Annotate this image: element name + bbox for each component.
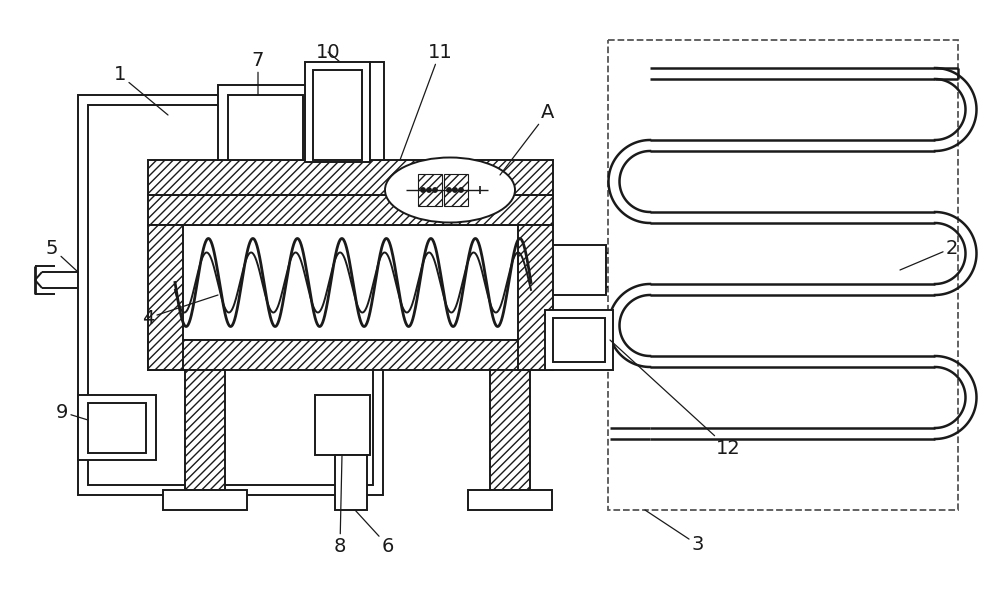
Text: 12: 12 (610, 340, 740, 457)
Bar (185, 370, 225, 490)
Text: 8: 8 (334, 455, 346, 556)
Text: A: A (500, 103, 555, 175)
Text: 6: 6 (355, 510, 394, 556)
Bar (468, 490, 552, 510)
Bar (444, 174, 468, 206)
Text: 4: 4 (142, 295, 218, 327)
Circle shape (427, 188, 431, 192)
Bar (88, 105, 373, 485)
Bar (315, 395, 370, 455)
Bar (490, 370, 530, 490)
Bar (78, 95, 383, 495)
Bar (608, 40, 958, 510)
Ellipse shape (385, 158, 515, 222)
Bar (148, 160, 553, 195)
Bar (218, 85, 313, 160)
Text: 2: 2 (900, 238, 958, 270)
Bar (88, 403, 146, 453)
Text: 1: 1 (114, 65, 168, 115)
Text: 5: 5 (46, 238, 78, 272)
Bar (551, 245, 606, 295)
Bar (305, 62, 370, 162)
Circle shape (421, 188, 425, 192)
Bar (78, 395, 156, 460)
Bar (228, 95, 303, 160)
Text: 11: 11 (400, 42, 452, 160)
Text: 7: 7 (252, 51, 264, 95)
Bar (148, 340, 553, 370)
Circle shape (459, 188, 463, 192)
Text: 9: 9 (56, 402, 88, 421)
Bar (150, 225, 551, 340)
Bar (370, 62, 384, 160)
Bar (148, 195, 553, 225)
Circle shape (453, 188, 457, 192)
Bar (418, 174, 442, 206)
Bar (545, 310, 613, 370)
Bar (335, 455, 367, 510)
Bar (148, 225, 183, 370)
Bar (518, 225, 553, 370)
Circle shape (433, 188, 437, 192)
Text: 3: 3 (645, 510, 704, 555)
Text: 10: 10 (316, 42, 340, 62)
Circle shape (447, 188, 451, 192)
Bar (553, 318, 605, 362)
Bar (313, 70, 362, 160)
Bar (163, 490, 247, 510)
